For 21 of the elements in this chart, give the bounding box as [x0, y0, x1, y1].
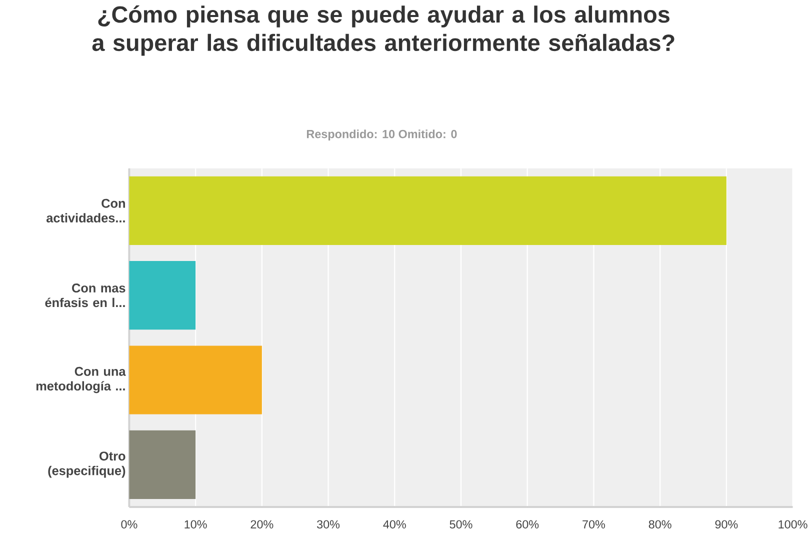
x-tick-label: 0%	[121, 520, 138, 528]
chart-subtitle: Respondido: 10 Omitido: 0	[306, 129, 457, 140]
y-tick-label: Otro (especifique)	[48, 451, 126, 478]
y-tick-label: Con actividades...	[46, 198, 125, 222]
x-tick-label: 60%	[516, 520, 539, 528]
y-tick-label: Con mas énfasis en l...	[45, 283, 126, 307]
x-tick-label: 80%	[648, 520, 672, 528]
x-tick-label: 100%	[778, 520, 808, 528]
x-tick-label: 10%	[184, 520, 207, 528]
x-tick-label: 70%	[582, 520, 605, 528]
bar	[129, 430, 196, 499]
x-tick-label: 90%	[715, 520, 738, 528]
x-tick-label: 30%	[317, 520, 340, 528]
x-tick-label: 20%	[250, 520, 274, 528]
y-tick-label: Con una metodología ...	[36, 366, 126, 393]
bar	[129, 346, 262, 414]
x-tick-label: 50%	[450, 520, 472, 528]
bar	[129, 176, 726, 245]
chart-title: ¿Cómo piensa que se puede ayudar a los alumnos a superar las dificultades anteriormente señaladas?	[92, 5, 674, 56]
bar	[129, 260, 196, 330]
x-tick-label: 40%	[383, 520, 406, 528]
